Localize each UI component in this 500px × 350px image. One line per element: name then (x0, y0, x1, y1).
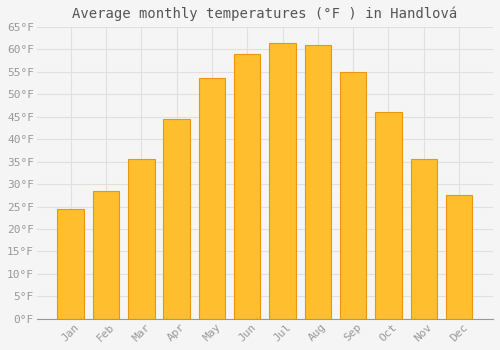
Bar (304, 45, 331, 319)
Bar (340, 72, 366, 319)
Bar (164, 119, 190, 319)
Bar (93, 191, 120, 319)
Bar (410, 159, 437, 319)
Bar (128, 159, 154, 319)
Bar (234, 54, 260, 319)
Bar (58, 209, 84, 319)
Bar (446, 195, 472, 319)
Bar (270, 42, 296, 319)
Bar (375, 112, 402, 319)
Title: Average monthly temperatures (°F ) in Handlová: Average monthly temperatures (°F ) in Ha… (72, 7, 458, 21)
Bar (198, 78, 225, 319)
